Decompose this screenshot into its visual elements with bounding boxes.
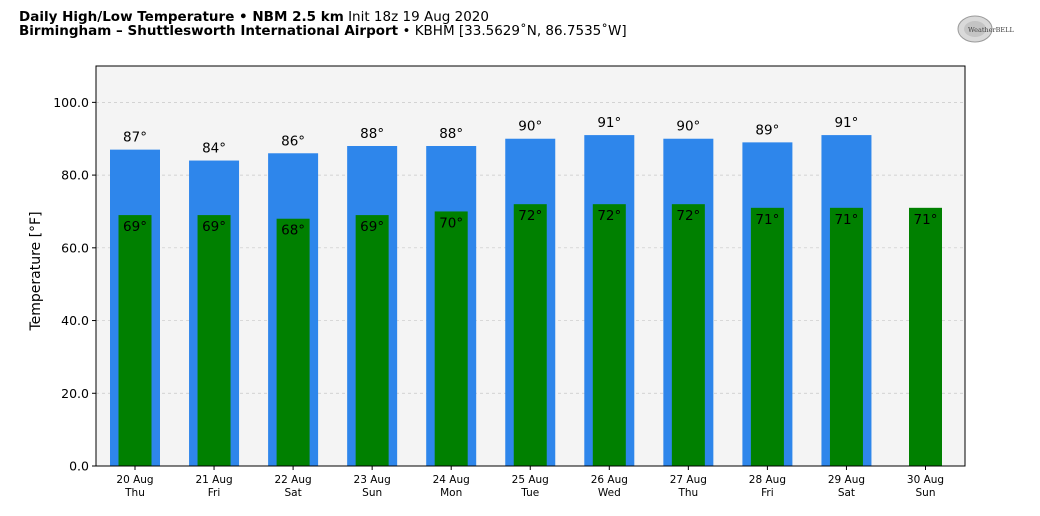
low-temp-label: 72° — [676, 208, 700, 224]
low-temp-label: 72° — [518, 208, 542, 224]
low-temp-label: 70° — [439, 215, 463, 231]
x-tick-date: 26 Aug — [591, 474, 628, 486]
x-tick-day: Mon — [440, 487, 462, 499]
low-temp-bar — [118, 215, 152, 466]
y-tick-label: 80.0 — [61, 168, 89, 183]
low-temp-label: 69° — [123, 219, 147, 235]
weatherbell-logo: WeatherBELL — [957, 15, 1014, 43]
x-tick-day: Sun — [362, 487, 382, 499]
chart-title: Daily High/Low Temperature • NBM 2.5 km … — [19, 9, 489, 25]
x-tick-date: 21 Aug — [195, 474, 232, 486]
x-tick-date: 24 Aug — [433, 474, 470, 486]
x-tick-date: 25 Aug — [512, 474, 549, 486]
logo-text: WeatherBELL — [968, 26, 1014, 34]
x-tick-day: Tue — [520, 487, 539, 499]
high-temp-label: 86° — [281, 133, 305, 149]
y-tick-label: 40.0 — [61, 313, 89, 328]
chart-title-main: Daily High/Low Temperature • NBM 2.5 km — [19, 9, 344, 25]
x-tick-day: Sun — [916, 487, 936, 499]
low-temp-bar — [671, 204, 705, 466]
x-tick-date: 29 Aug — [828, 474, 865, 486]
y-tick-label: 0.0 — [69, 459, 89, 474]
high-temp-label: 90° — [676, 119, 700, 135]
low-temp-label: 71° — [834, 212, 858, 228]
location-name: Birmingham – Shuttlesworth International… — [19, 23, 399, 39]
low-temp-bar — [750, 207, 784, 466]
high-temp-label: 91° — [597, 115, 621, 131]
x-tick-day: Thu — [677, 487, 698, 499]
x-tick-day: Sat — [838, 487, 855, 499]
high-temp-label: 89° — [755, 122, 779, 138]
high-temp-label: 90° — [518, 119, 542, 135]
low-temp-bar — [197, 215, 231, 466]
plot-frame — [95, 65, 966, 467]
init-time: Init 18z 19 Aug 2020 — [348, 9, 489, 25]
x-tick-day: Sat — [284, 487, 301, 499]
low-temp-label: 72° — [597, 208, 621, 224]
high-temp-label: 84° — [202, 141, 226, 157]
high-temp-label: 88° — [439, 126, 463, 142]
x-tick-date: 27 Aug — [670, 474, 707, 486]
location-line: Birmingham – Shuttlesworth International… — [19, 23, 627, 39]
y-tick-label: 20.0 — [61, 386, 89, 401]
high-temp-label: 91° — [834, 115, 858, 131]
low-temp-label: 68° — [281, 223, 305, 239]
y-axis-label: Temperature [°F] — [28, 211, 44, 331]
low-temp-bar — [592, 204, 626, 466]
x-tick-date: 20 Aug — [116, 474, 153, 486]
x-tick-day: Wed — [598, 487, 621, 499]
location-detail: • KBHM [33.5629˚N, 86.7535˚W] — [402, 23, 627, 39]
y-tick-label: 60.0 — [61, 240, 89, 255]
low-temp-label: 71° — [914, 212, 938, 228]
x-tick-day: Fri — [208, 487, 221, 499]
low-temp-label: 69° — [202, 219, 226, 235]
low-temp-bar — [276, 218, 310, 466]
x-tick-date: 23 Aug — [354, 474, 391, 486]
y-tick-label: 100.0 — [53, 95, 89, 110]
x-tick-day: Thu — [124, 487, 145, 499]
low-temp-bar — [909, 207, 942, 466]
x-tick-date: 28 Aug — [749, 474, 786, 486]
high-temp-label: 87° — [123, 130, 147, 146]
x-tick-day: Fri — [761, 487, 774, 499]
x-tick-date: 30 Aug — [907, 474, 944, 486]
high-temp-label: 88° — [360, 126, 384, 142]
x-tick-date: 22 Aug — [274, 474, 311, 486]
low-temp-bar — [355, 215, 389, 466]
low-temp-bar — [513, 204, 547, 466]
low-temp-bar — [829, 207, 863, 466]
low-temp-label: 69° — [360, 219, 384, 235]
low-temp-label: 71° — [755, 212, 779, 228]
low-temp-bar — [434, 211, 468, 466]
